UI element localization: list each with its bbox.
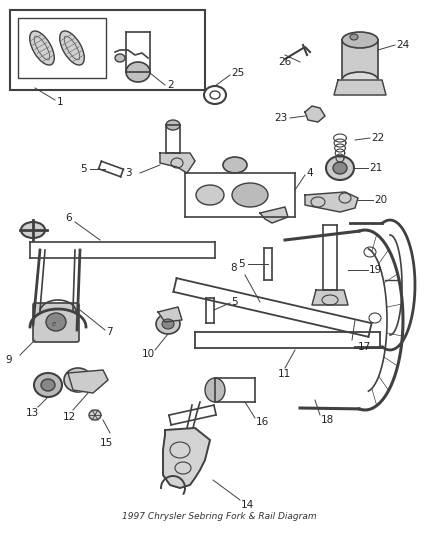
Text: 1997 Chrysler Sebring Fork & Rail Diagram: 1997 Chrysler Sebring Fork & Rail Diagra… bbox=[122, 512, 316, 521]
Text: 16: 16 bbox=[256, 417, 269, 427]
Text: 5: 5 bbox=[238, 259, 245, 269]
Polygon shape bbox=[163, 428, 210, 488]
Polygon shape bbox=[158, 307, 182, 322]
Ellipse shape bbox=[350, 34, 358, 40]
Text: 19: 19 bbox=[369, 265, 382, 275]
Ellipse shape bbox=[156, 314, 180, 334]
Text: 14: 14 bbox=[241, 500, 254, 510]
Bar bbox=[18, 18, 106, 78]
Ellipse shape bbox=[34, 373, 62, 397]
Ellipse shape bbox=[342, 72, 378, 88]
Ellipse shape bbox=[342, 32, 378, 48]
Ellipse shape bbox=[71, 374, 85, 386]
Text: 5: 5 bbox=[80, 164, 87, 174]
Text: e: e bbox=[52, 321, 56, 327]
Ellipse shape bbox=[115, 54, 125, 62]
Ellipse shape bbox=[326, 156, 354, 180]
Ellipse shape bbox=[46, 313, 66, 331]
Bar bbox=[10, 10, 205, 90]
Text: 11: 11 bbox=[278, 369, 291, 379]
Bar bbox=[342, 40, 378, 80]
Text: 3: 3 bbox=[125, 168, 132, 178]
Ellipse shape bbox=[30, 31, 54, 65]
Polygon shape bbox=[68, 370, 108, 393]
Polygon shape bbox=[312, 290, 348, 305]
Text: 20: 20 bbox=[374, 195, 387, 205]
Polygon shape bbox=[334, 80, 386, 95]
Polygon shape bbox=[260, 207, 288, 223]
Text: 13: 13 bbox=[26, 408, 39, 418]
Text: 25: 25 bbox=[231, 68, 244, 78]
Text: 4: 4 bbox=[306, 168, 313, 178]
Text: 7: 7 bbox=[106, 327, 113, 337]
Ellipse shape bbox=[232, 183, 268, 207]
Ellipse shape bbox=[60, 31, 84, 65]
Text: 12: 12 bbox=[63, 412, 76, 422]
Ellipse shape bbox=[162, 319, 174, 329]
Text: 1: 1 bbox=[57, 97, 64, 107]
Text: 18: 18 bbox=[321, 415, 334, 425]
Text: 8: 8 bbox=[230, 263, 237, 273]
Ellipse shape bbox=[21, 222, 45, 238]
Text: 10: 10 bbox=[142, 349, 155, 359]
Polygon shape bbox=[305, 106, 325, 122]
Ellipse shape bbox=[333, 162, 347, 174]
Text: 23: 23 bbox=[274, 113, 287, 123]
Ellipse shape bbox=[41, 379, 55, 391]
Ellipse shape bbox=[126, 62, 150, 82]
Text: 6: 6 bbox=[65, 213, 72, 223]
Text: 5: 5 bbox=[231, 297, 238, 307]
Text: 24: 24 bbox=[396, 40, 409, 50]
Text: 22: 22 bbox=[371, 133, 384, 143]
Text: 17: 17 bbox=[358, 342, 371, 352]
Ellipse shape bbox=[205, 378, 225, 402]
Polygon shape bbox=[160, 153, 195, 173]
Text: 21: 21 bbox=[369, 163, 382, 173]
Polygon shape bbox=[305, 192, 358, 212]
Text: 26: 26 bbox=[278, 57, 291, 67]
Ellipse shape bbox=[64, 368, 92, 392]
Text: 9: 9 bbox=[5, 355, 12, 365]
Ellipse shape bbox=[223, 157, 247, 173]
Text: 15: 15 bbox=[100, 438, 113, 448]
Text: 2: 2 bbox=[167, 80, 173, 90]
Ellipse shape bbox=[89, 410, 101, 420]
FancyBboxPatch shape bbox=[33, 303, 79, 342]
Ellipse shape bbox=[196, 185, 224, 205]
Ellipse shape bbox=[166, 120, 180, 130]
